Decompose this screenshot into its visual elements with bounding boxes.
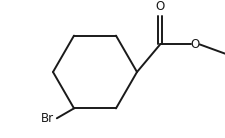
Text: O: O xyxy=(155,0,164,13)
Text: O: O xyxy=(189,38,198,51)
Text: Br: Br xyxy=(40,112,54,125)
